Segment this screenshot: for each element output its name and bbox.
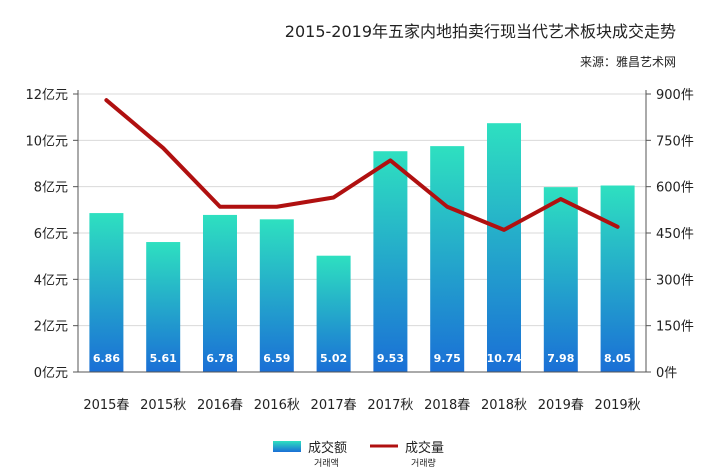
x-tick-label: 2017春: [311, 398, 357, 413]
bar-2019春: [544, 187, 578, 372]
x-tick-label: 2015春: [83, 398, 129, 413]
volume-line: [106, 100, 617, 230]
bar-value-label: 5.61: [150, 352, 177, 365]
x-tick-label: 2015秋: [140, 398, 186, 413]
bar-2015春: [89, 213, 123, 372]
bar-2017秋: [373, 151, 407, 372]
y-right-tick-label: 900件: [656, 88, 694, 103]
y-left-tick-label: 8亿元: [34, 181, 68, 196]
legend-sublabel-amount: 거래액: [314, 457, 339, 469]
x-tick-label: 2019秋: [595, 398, 641, 413]
bar-value-label: 8.05: [604, 352, 631, 365]
x-tick-label: 2016秋: [254, 398, 300, 413]
bar-value-label: 6.78: [206, 352, 233, 365]
bar-2016秋: [260, 219, 294, 372]
x-tick-label: 2018春: [424, 398, 470, 413]
y-right-tick-label: 600件: [656, 181, 694, 196]
y-right-tick-label: 300件: [656, 273, 694, 288]
x-tick-label: 2017秋: [367, 398, 413, 413]
x-tick-label: 2016春: [197, 398, 243, 413]
y-left-tick-label: 6亿元: [34, 227, 68, 242]
bars-layer: 6.86 5.61 6.78 6.59 5.02 9.53 9.75 10.74 7.98 8.0…: [89, 123, 634, 372]
bar-value-label: 9.53: [377, 352, 404, 365]
bar-2018秋: [487, 123, 521, 372]
y-right-tick-label: 150件: [656, 320, 694, 335]
bar-value-label: 9.75: [434, 352, 461, 365]
x-tick-label: 2018秋: [481, 398, 527, 413]
y-right-tick-label: 450件: [656, 227, 694, 242]
legend-sublabel-volume: 거래량: [411, 457, 436, 469]
y-left-tick-label: 2亿元: [34, 320, 68, 335]
bar-2019秋: [601, 186, 635, 372]
line-layer: [106, 100, 617, 230]
y-left-tick-label: 4亿元: [34, 273, 68, 288]
bar-value-label: 7.98: [547, 352, 574, 365]
x-tick-label: 2019春: [538, 398, 584, 413]
legend-swatch-amount: [273, 441, 301, 452]
y-left-tick-label: 0亿元: [34, 366, 68, 381]
bar-2018春: [430, 146, 464, 372]
legend-label-amount: 成交额: [308, 440, 347, 456]
y-left-tick-label: 10亿元: [25, 134, 68, 149]
y-right-tick-label: 0件: [656, 366, 677, 381]
bar-value-label: 5.02: [320, 352, 347, 365]
bar-value-label: 6.86: [93, 352, 120, 365]
chart-title: 2015-2019年五家内地拍卖行现当代艺术板块成交走势: [285, 22, 676, 41]
bar-2016春: [203, 215, 237, 372]
legend: 成交额 거래액 成交量 거래량: [273, 440, 444, 469]
bar-value-label: 10.74: [487, 352, 522, 365]
y-right-tick-label: 750件: [656, 134, 694, 149]
chart-subtitle: 来源：雅昌艺术网: [580, 54, 676, 69]
legend-label-volume: 成交量: [405, 440, 444, 456]
bar-value-label: 6.59: [263, 352, 290, 365]
axes-layer: 0亿元 2亿元 4亿元 6亿元 8亿元 10亿元 12亿元 0件 150件 300件 450件 600…: [25, 88, 693, 413]
y-left-tick-label: 12亿元: [25, 88, 68, 103]
